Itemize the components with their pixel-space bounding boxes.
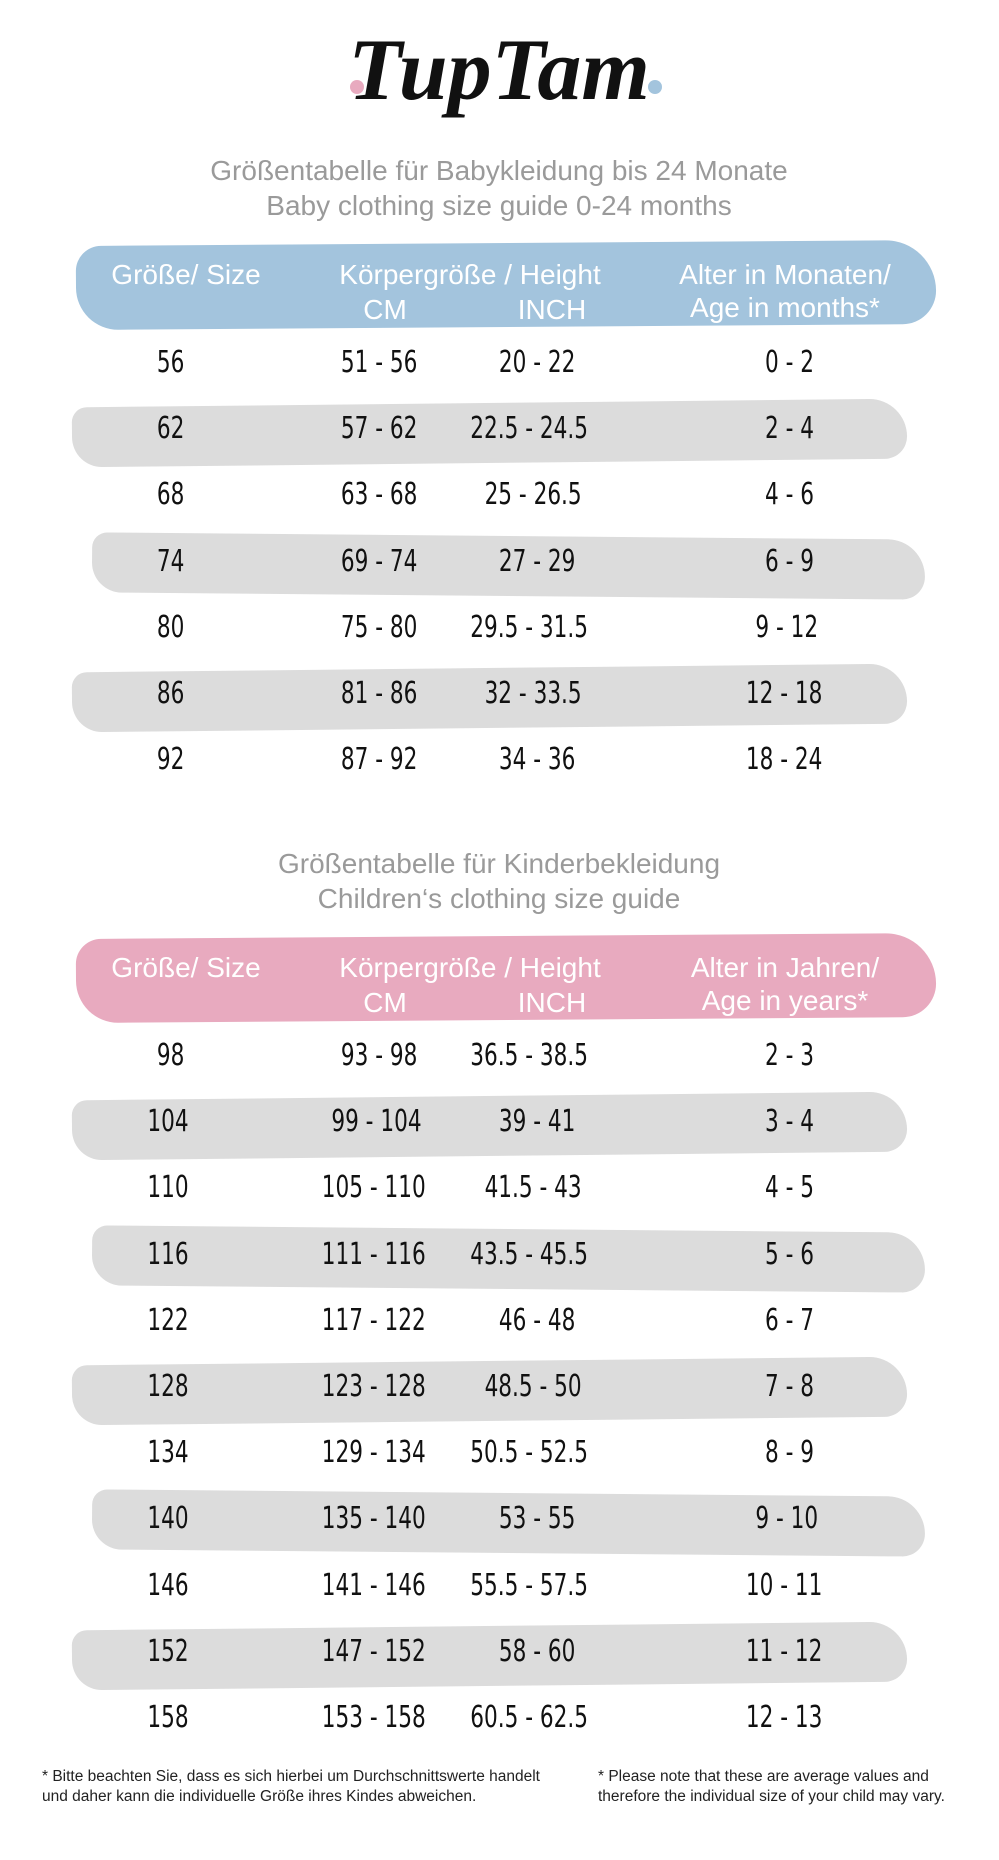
cell: 111 - 116 [321, 1236, 426, 1272]
logo: TupTam [348, 22, 650, 119]
cell: 123 - 128 [321, 1369, 426, 1404]
cell: 58 - 60 [498, 1633, 576, 1669]
cell: 116 [147, 1236, 189, 1272]
header-cm: CM [363, 294, 407, 325]
cell: 60.5 - 62.5 [470, 1700, 588, 1735]
cell: 6 - 7 [764, 1302, 814, 1338]
table-subtitle: Baby clothing size guide 0-24 months [266, 190, 732, 221]
cell: 69 - 74 [340, 543, 418, 579]
cell: 0 - 2 [764, 345, 814, 380]
cell: 48.5 - 50 [484, 1369, 582, 1404]
cell: 11 - 12 [745, 1633, 823, 1669]
cell: 50.5 - 52.5 [470, 1435, 588, 1471]
header-size: Größe/ Size [111, 259, 261, 290]
cell: 146 [147, 1567, 189, 1603]
header-height: Körpergröße / Height [339, 259, 601, 290]
cell: 43.5 - 45.5 [470, 1236, 588, 1272]
cell: 135 - 140 [321, 1501, 426, 1537]
cell: 98 [156, 1038, 185, 1073]
cell: 68 [156, 477, 185, 513]
header-age: Alter in Jahren/ [690, 952, 880, 983]
header-height: Körpergröße / Height [339, 952, 601, 983]
cell: 110 [147, 1170, 189, 1206]
cell: 9 - 12 [755, 609, 819, 645]
cell: 9 - 10 [755, 1501, 819, 1537]
cell: 117 - 122 [321, 1302, 426, 1338]
footnote: und daher kann die individuelle Größe ih… [42, 1788, 477, 1805]
cell: 5 - 6 [764, 1236, 814, 1272]
cell: 12 - 13 [745, 1700, 823, 1735]
cell: 153 - 158 [321, 1700, 426, 1735]
cell: 140 [147, 1501, 189, 1537]
footnote: * Bitte beachten Sie, dass es sich hierb… [42, 1768, 540, 1785]
cell: 18 - 24 [745, 742, 823, 778]
cell: 10 - 11 [745, 1567, 823, 1603]
cell: 158 [147, 1700, 189, 1735]
cell: 53 - 55 [498, 1501, 576, 1537]
cell: 36.5 - 38.5 [470, 1038, 588, 1073]
cell: 29.5 - 31.5 [470, 609, 588, 645]
header-age: Age in years* [701, 985, 869, 1016]
cell: 51 - 56 [340, 345, 418, 380]
cell: 129 - 134 [321, 1435, 426, 1471]
cell: 7 - 8 [764, 1369, 814, 1404]
cell: 57 - 62 [340, 411, 418, 447]
cell: 93 - 98 [340, 1038, 418, 1073]
cell: 2 - 4 [764, 411, 814, 447]
cell: 4 - 6 [764, 477, 814, 513]
cell: 147 - 152 [321, 1633, 426, 1669]
cell: 20 - 22 [498, 345, 576, 380]
cell: 46 - 48 [498, 1302, 576, 1338]
cell: 92 [156, 742, 185, 778]
table-title: Größentabelle für Kinderbekleidung [277, 848, 721, 879]
table-subtitle: Children‘s clothing size guide [317, 883, 681, 914]
cell: 152 [147, 1633, 189, 1669]
header-size: Größe/ Size [111, 952, 261, 983]
cell: 2 - 3 [764, 1038, 814, 1073]
cell: 12 - 18 [745, 676, 823, 711]
cell: 22.5 - 24.5 [470, 411, 588, 447]
cell: 80 [156, 609, 185, 645]
cell: 6 - 9 [764, 543, 814, 579]
cell: 62 [156, 411, 185, 447]
cell: 39 - 41 [498, 1104, 576, 1140]
cell: 104 [147, 1104, 189, 1140]
cell: 134 [147, 1435, 189, 1471]
cell: 74 [156, 543, 185, 579]
cell: 87 - 92 [340, 742, 418, 778]
cell: 32 - 33.5 [484, 676, 582, 711]
cell: 99 - 104 [331, 1104, 422, 1140]
header-age: Age in months* [690, 292, 880, 323]
header-cm: CM [363, 987, 407, 1018]
cell: 56 [156, 345, 185, 380]
header-inch: INCH [517, 987, 587, 1018]
cell: 4 - 5 [764, 1170, 814, 1206]
cell: 86 [156, 676, 185, 711]
cell: 63 - 68 [340, 477, 418, 513]
header-age: Alter in Monaten/ [679, 259, 891, 290]
cell: 27 - 29 [498, 543, 576, 579]
cell: 34 - 36 [498, 742, 576, 778]
cell: 3 - 4 [764, 1104, 814, 1140]
cell: 128 [147, 1369, 189, 1404]
cell: 105 - 110 [321, 1170, 426, 1206]
cell: 81 - 86 [340, 676, 418, 711]
cell: 25 - 26.5 [484, 477, 582, 513]
header-inch: INCH [517, 294, 587, 325]
cell: 141 - 146 [321, 1567, 426, 1603]
cell: 55.5 - 57.5 [470, 1567, 588, 1603]
footnote: therefore the individual size of your ch… [598, 1788, 945, 1805]
cell: 122 [147, 1302, 189, 1338]
cell: 41.5 - 43 [484, 1170, 582, 1206]
table-title: Größentabelle für Babykleidung bis 24 Mo… [210, 155, 788, 186]
cell: 75 - 80 [340, 609, 418, 645]
cell: 8 - 9 [764, 1435, 814, 1471]
pink-dot [350, 80, 364, 94]
footnote: * Please note that these are average val… [598, 1768, 929, 1785]
blue-dot [648, 80, 662, 94]
